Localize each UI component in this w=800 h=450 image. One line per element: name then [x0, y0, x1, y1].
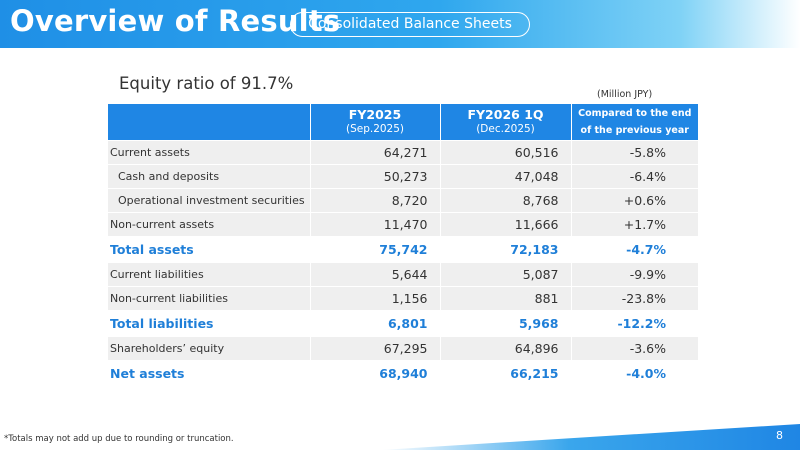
- row-label: Shareholders’ equity: [108, 335, 310, 360]
- equity-ratio-heading: Equity ratio of 91.7%: [119, 74, 294, 93]
- table-row: Non-current assets 11,470 11,666 +1.7%: [108, 211, 698, 236]
- value-fy2025: 68,940: [309, 359, 440, 386]
- header-fy2026-title: FY2026 1Q: [467, 107, 544, 123]
- table-row: Non-current liabilities 1,156 881 -23.8%: [108, 285, 698, 310]
- header-fy2025: FY2025 (Sep.2025): [309, 104, 440, 140]
- row-label: Total liabilities: [108, 309, 310, 336]
- value-fy2025: 50,273: [309, 163, 440, 188]
- value-change: -12.2%: [570, 309, 698, 336]
- value-fy2026: 5,087: [439, 261, 571, 286]
- value-change: -4.7%: [570, 235, 698, 262]
- header-band: [0, 0, 800, 48]
- row-label: Operational investment securities: [108, 187, 310, 212]
- value-fy2026: 8,768: [439, 187, 571, 212]
- value-fy2026: 64,896: [439, 335, 571, 360]
- page-title: Overview of Results: [10, 4, 341, 38]
- footnote: *Totals may not add up due to rounding o…: [4, 434, 234, 444]
- header-fy2026-period: (Dec.2025): [476, 123, 535, 136]
- row-label: Current liabilities: [108, 261, 310, 286]
- value-fy2025: 11,470: [309, 211, 440, 236]
- header-change: Compared to the end of the previous year: [570, 104, 698, 140]
- value-fy2026: 881: [439, 285, 571, 310]
- value-change: -23.8%: [570, 285, 698, 310]
- value-fy2026: 11,666: [439, 211, 571, 236]
- table-header-row: FY2025 (Sep.2025) FY2026 1Q (Dec.2025) C…: [108, 104, 698, 140]
- header-fy2025-period: (Sep.2025): [345, 123, 405, 136]
- value-change: +1.7%: [570, 211, 698, 236]
- value-change: +0.6%: [570, 187, 698, 212]
- value-fy2025: 67,295: [309, 335, 440, 360]
- value-change: -3.6%: [570, 335, 698, 360]
- footer-decoration: [380, 424, 800, 450]
- row-label: Non-current liabilities: [108, 285, 310, 310]
- value-fy2026: 72,183: [439, 235, 571, 262]
- total-row: Total assets 75,742 72,183 -4.7%: [108, 235, 698, 262]
- value-fy2025: 64,271: [309, 139, 440, 164]
- value-change: -9.9%: [570, 261, 698, 286]
- header-change-line1: Compared to the end: [578, 107, 692, 119]
- table-row: Current assets 64,271 60,516 -5.8%: [108, 139, 698, 164]
- header-blank: [108, 104, 310, 140]
- header-change-line2: of the previous year: [580, 124, 689, 136]
- row-label: Non-current assets: [108, 211, 310, 236]
- value-fy2026: 47,048: [439, 163, 571, 188]
- total-row: Net assets 68,940 66,215 -4.0%: [108, 359, 698, 386]
- row-label: Total assets: [108, 235, 310, 262]
- total-row: Total liabilities 6,801 5,968 -12.2%: [108, 309, 698, 336]
- unit-note: (Million JPY): [597, 89, 653, 100]
- row-label: Current assets: [108, 139, 310, 164]
- value-change: -4.0%: [570, 359, 698, 386]
- value-fy2025: 6,801: [309, 309, 440, 336]
- table-row: Shareholders’ equity 67,295 64,896 -3.6%: [108, 335, 698, 360]
- value-change: -6.4%: [570, 163, 698, 188]
- value-change: -5.8%: [570, 139, 698, 164]
- header-fy2026: FY2026 1Q (Dec.2025): [439, 104, 571, 140]
- value-fy2025: 1,156: [309, 285, 440, 310]
- header-fy2025-title: FY2025: [348, 107, 402, 123]
- value-fy2026: 60,516: [439, 139, 571, 164]
- value-fy2026: 5,968: [439, 309, 571, 336]
- table-row: Cash and deposits 50,273 47,048 -6.4%: [108, 163, 698, 188]
- table-row: Current liabilities 5,644 5,087 -9.9%: [108, 261, 698, 286]
- value-fy2025: 75,742: [309, 235, 440, 262]
- value-fy2025: 8,720: [309, 187, 440, 212]
- value-fy2025: 5,644: [309, 261, 440, 286]
- page-number: 8: [776, 429, 783, 442]
- balance-sheet-table: FY2025 (Sep.2025) FY2026 1Q (Dec.2025) C…: [108, 104, 698, 386]
- table-row: Operational investment securities 8,720 …: [108, 187, 698, 212]
- row-label: Net assets: [108, 359, 310, 386]
- row-label: Cash and deposits: [108, 163, 310, 188]
- section-label: Consolidated Balance Sheets: [290, 12, 530, 37]
- value-fy2026: 66,215: [439, 359, 571, 386]
